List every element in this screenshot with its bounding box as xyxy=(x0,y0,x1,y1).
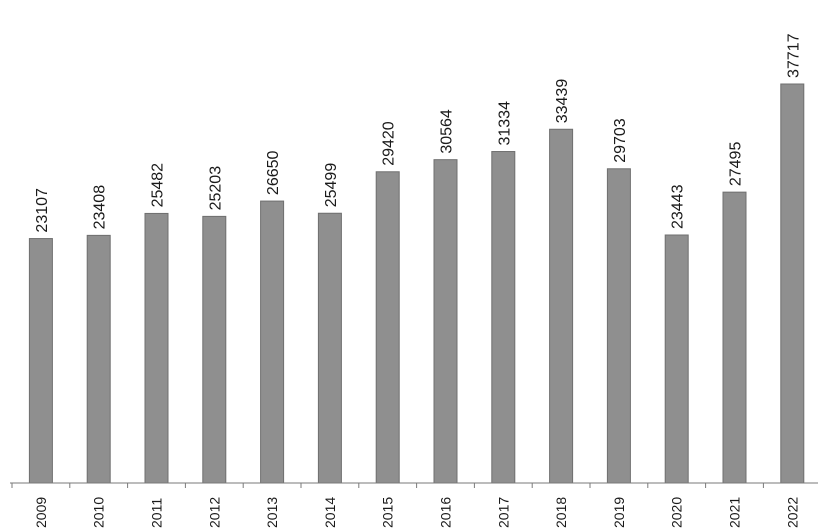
bar-2016 xyxy=(433,159,458,484)
value-label-2016: 30564 xyxy=(439,109,456,154)
category-label-2009: 2009 xyxy=(33,497,49,528)
category-label-2011: 2011 xyxy=(149,498,165,528)
bar-2012 xyxy=(202,215,227,484)
value-label-2021: 27495 xyxy=(728,142,745,187)
category-label-2020: 2020 xyxy=(669,497,685,528)
category-label-2018: 2018 xyxy=(553,497,569,528)
category-label-2014: 2014 xyxy=(322,497,338,528)
category-label-2021: 2021 xyxy=(727,497,743,528)
bar-2020 xyxy=(664,234,689,484)
category-label-2010: 2010 xyxy=(91,497,107,528)
bar-2011 xyxy=(144,212,169,484)
value-label-2017: 31334 xyxy=(496,101,513,146)
value-labels-layer: 23107 23408 25482 25203 26650 25499 29420 30564… xyxy=(34,33,802,232)
category-labels-layer: 2009 2010 2011 2012 2013 2014 2015 2016 2017 2018… xyxy=(33,497,800,528)
bar-2017 xyxy=(491,151,516,484)
bar-2013 xyxy=(260,200,285,484)
bars-layer xyxy=(28,83,805,484)
ticks-layer xyxy=(11,483,764,488)
category-label-2022: 2022 xyxy=(784,497,800,528)
category-label-2013: 2013 xyxy=(264,497,280,528)
category-label-2015: 2015 xyxy=(380,497,396,528)
bar-2019 xyxy=(606,168,631,484)
value-label-2013: 26650 xyxy=(265,150,282,195)
value-label-2019: 29703 xyxy=(612,118,629,163)
bar-2018 xyxy=(549,128,574,484)
value-label-2022: 37717 xyxy=(785,33,802,78)
bar-2014 xyxy=(317,212,342,484)
bar-2009 xyxy=(28,238,53,484)
value-label-2011: 25482 xyxy=(150,163,167,208)
value-label-2012: 25203 xyxy=(207,166,224,211)
value-label-2018: 33439 xyxy=(554,79,571,124)
bar-2021 xyxy=(722,191,747,484)
category-label-2016: 2016 xyxy=(438,497,454,528)
value-label-2009: 23107 xyxy=(34,188,51,233)
bar-2010 xyxy=(86,234,111,484)
value-label-2020: 23443 xyxy=(670,184,687,229)
bar-2015 xyxy=(375,171,400,484)
category-label-2019: 2019 xyxy=(611,497,627,528)
category-label-2017: 2017 xyxy=(495,497,511,528)
bar-2022 xyxy=(780,83,805,484)
value-label-2015: 29420 xyxy=(381,121,398,166)
category-label-2012: 2012 xyxy=(206,497,222,528)
value-label-2010: 23408 xyxy=(92,185,109,230)
value-label-2014: 25499 xyxy=(323,163,340,208)
